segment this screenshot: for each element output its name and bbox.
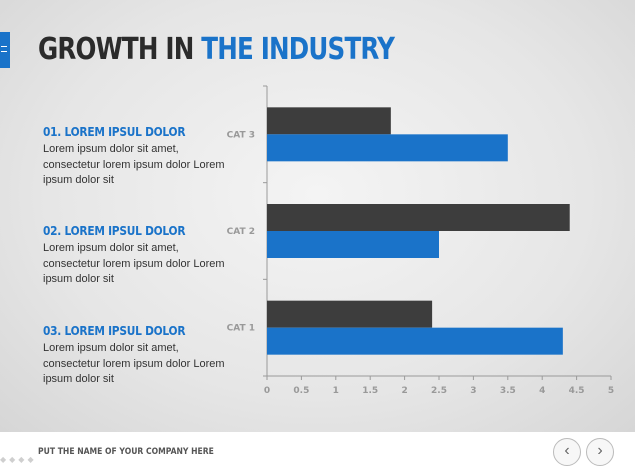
x-tick-label: 2 [401, 386, 407, 396]
bar-chart: CAT 3 CAT 2 CAT 1 0 0.5 1 1.5 2 2.5 3 3.5 4 4.5 5 [227, 85, 614, 396]
bar [267, 134, 508, 162]
slide: GROWTH IN THE INDUSTRY 01. LOREM IPSUL D… [0, 0, 635, 432]
corner-decoration: ◆◆◆◆ [0, 455, 37, 464]
x-tick-label: 5 [608, 386, 614, 396]
x-tick-label: 0.5 [293, 386, 309, 396]
item-heading: 01. LOREM IPSUL DOLOR [43, 124, 186, 139]
chevron-right-icon: › [597, 442, 603, 459]
item-heading: 03. LOREM IPSUL DOLOR [43, 323, 186, 338]
list-item: 02. LOREM IPSUL DOLOR Lorem ipsum dolor … [43, 223, 233, 288]
x-tick-label: 4.5 [569, 386, 585, 396]
page-title: GROWTH IN THE INDUSTRY [38, 32, 395, 67]
x-tick-label: 4 [539, 386, 545, 396]
list-item: 03. LOREM IPSUL DOLOR Lorem ipsum dolor … [43, 323, 233, 388]
bar [267, 107, 391, 135]
prev-slide-button[interactable]: ‹ [553, 438, 581, 466]
title-part-dark: GROWTH IN [38, 32, 202, 67]
bar [267, 327, 563, 355]
category-label: CAT 2 [227, 227, 255, 237]
bar [267, 204, 570, 231]
item-text: Lorem ipsum dolor sit amet, consectetur … [43, 342, 225, 385]
list-item: 01. LOREM IPSUL DOLOR Lorem ipsum dolor … [43, 124, 233, 189]
x-tick-label: 2.5 [431, 386, 447, 396]
company-name: PUT THE NAME OF YOUR COMPANY HERE [38, 447, 214, 457]
item-heading: 02. LOREM IPSUL DOLOR [43, 223, 186, 238]
title-part-blue: THE INDUSTRY [201, 32, 395, 67]
x-tick-label: 3.5 [500, 386, 516, 396]
x-tick-label: 1 [333, 386, 339, 396]
item-text: Lorem ipsum dolor sit amet, consectetur … [43, 242, 225, 285]
menu-tab[interactable] [0, 32, 10, 68]
next-slide-button[interactable]: › [586, 438, 614, 466]
bar [267, 300, 433, 328]
category-label: CAT 3 [227, 130, 255, 140]
menu-icon [1, 46, 7, 52]
bar [267, 231, 439, 258]
x-tick-label: 3 [470, 386, 476, 396]
footer: PUT THE NAME OF YOUR COMPANY HERE ‹ › [0, 432, 635, 466]
category-label: CAT 1 [227, 324, 255, 334]
item-text: Lorem ipsum dolor sit amet, consectetur … [43, 143, 225, 186]
chevron-left-icon: ‹ [564, 442, 570, 459]
x-tick-label: 0 [264, 386, 270, 396]
x-tick-label: 1.5 [362, 386, 378, 396]
